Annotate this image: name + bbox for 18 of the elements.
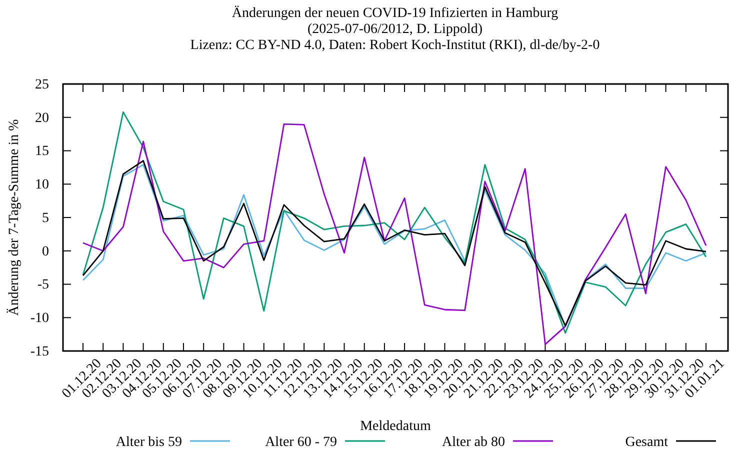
legend-label: Gesamt <box>625 435 668 450</box>
y-tick-label: 5 <box>42 210 49 226</box>
y-tick-label: -15 <box>30 344 49 360</box>
y-tick-label: 0 <box>42 244 49 260</box>
y-tick-label: 15 <box>35 144 49 160</box>
y-tick-label: 20 <box>35 110 49 126</box>
y-tick-label: -10 <box>30 311 49 326</box>
legend-label: Alter bis 59 <box>116 435 182 450</box>
legend-label: Alter 60 - 79 <box>265 435 337 450</box>
legend-label: Alter ab 80 <box>442 435 505 450</box>
chart-subtitle: (2025-07-06/2012, D. Lippold) <box>308 22 483 37</box>
y-tick-label: 10 <box>35 178 49 193</box>
x-axis-title: Meldedatum <box>360 419 431 434</box>
chart-title: Änderungen der neuen COVID-19 Infizierten in Hamburg <box>232 5 558 21</box>
text: Lizenz: CC BY-ND 4.0, Daten: Robert Koch-Institut (RKI), dl-de/by-2-0 <box>190 38 600 53</box>
y-tick-label: -5 <box>37 278 49 293</box>
y-axis-title: Änderung der 7-Tage-Summe in % <box>6 118 22 316</box>
y-tick-label: 25 <box>35 77 49 92</box>
